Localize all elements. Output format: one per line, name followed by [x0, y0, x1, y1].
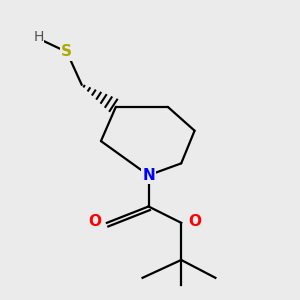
Text: S: S	[61, 44, 72, 59]
Text: H: H	[33, 30, 44, 44]
Text: O: O	[88, 214, 101, 229]
Text: O: O	[188, 214, 201, 229]
Text: N: N	[142, 168, 155, 183]
